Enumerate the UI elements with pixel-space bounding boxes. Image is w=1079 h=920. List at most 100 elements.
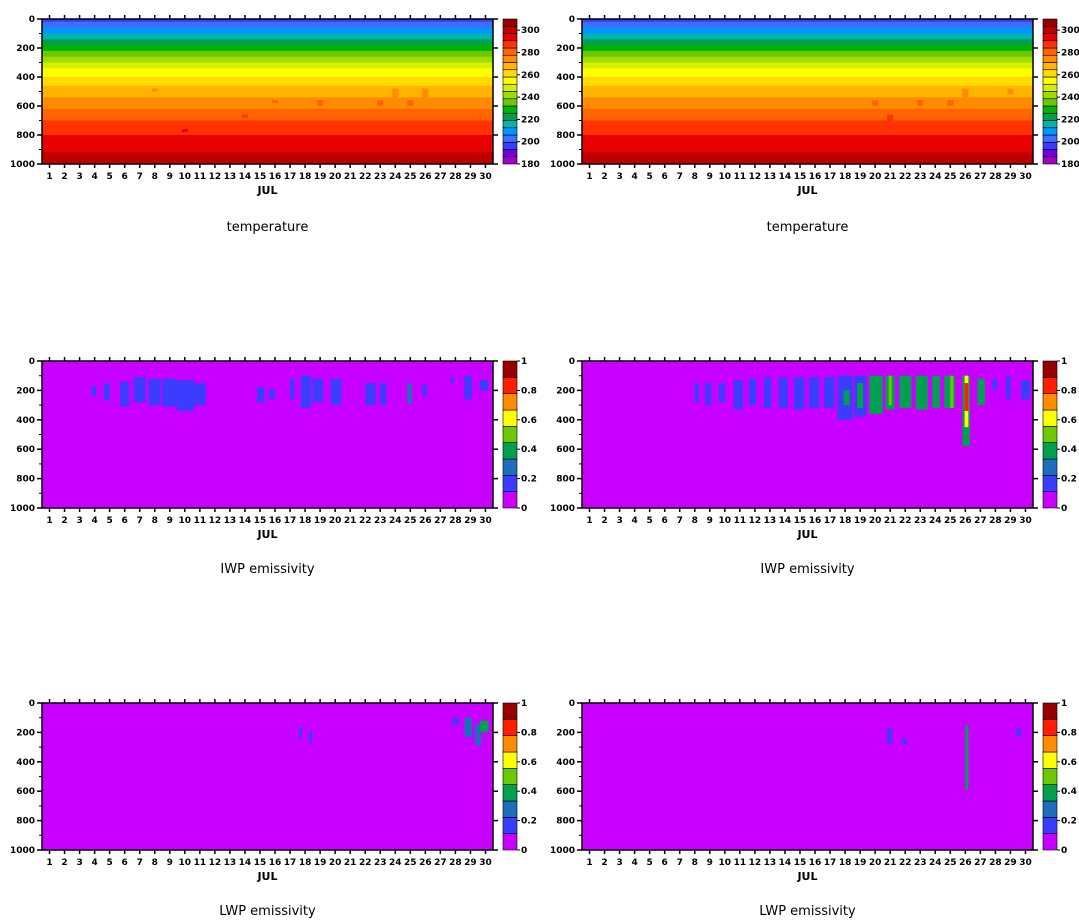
x-tick-label: 2 <box>601 858 607 868</box>
cloud-patch <box>793 377 805 410</box>
colorbar-label: 240 <box>521 93 540 103</box>
temperature-anomaly <box>917 100 924 106</box>
cloud-patch <box>843 390 850 406</box>
x-tick-label: 13 <box>764 172 777 182</box>
temperature-band <box>582 155 1033 159</box>
x-tick-label: 15 <box>794 858 807 868</box>
x-tick-label: 25 <box>944 516 957 526</box>
temperature-band <box>582 39 1033 43</box>
temperature-band <box>42 137 493 142</box>
x-tick-label: 14 <box>779 172 792 182</box>
cloud-patch <box>120 381 130 407</box>
x-tick-label: 20 <box>329 172 342 182</box>
temperature-band <box>42 82 493 87</box>
cloud-patch <box>915 375 928 410</box>
x-tick-label: 16 <box>269 858 282 868</box>
temperature-band <box>582 103 1033 107</box>
x-tick-label: 30 <box>479 172 492 182</box>
colorbar-segment <box>502 393 518 411</box>
cloud-patch <box>965 725 969 790</box>
colorbar-segment <box>1042 127 1058 136</box>
temperature-band <box>42 45 493 49</box>
x-tick-label: 10 <box>179 172 192 182</box>
x-tick-label: 19 <box>854 858 867 868</box>
x-tick-label: 27 <box>974 172 987 182</box>
colorbar-segment <box>502 76 518 85</box>
chart-panel-6: 1 2 3 4 5 6 7 8 9 10 11 12 13 14 15 16 17 18 19 20 21 22 23 24 2… <box>550 699 1077 919</box>
x-tick-label: 16 <box>809 516 822 526</box>
y-tick-label: 800 <box>16 475 35 485</box>
colorbar-segment <box>1042 105 1058 114</box>
x-tick-label: 10 <box>179 516 192 526</box>
x-tick-label: 18 <box>299 858 312 868</box>
colorbar-segment <box>502 25 518 34</box>
temperature-band <box>42 91 493 95</box>
cloud-patch <box>450 377 454 384</box>
x-tick-label: 17 <box>824 172 837 182</box>
colorbar: 180 200 220 240 260 280 300 <box>1042 18 1079 170</box>
x-tick-label: 9 <box>167 516 173 526</box>
x-tick-label: 29 <box>464 516 477 526</box>
temperature-anomaly <box>241 114 248 118</box>
x-tick-label: 5 <box>107 858 113 868</box>
y-tick-label: 1000 <box>550 160 575 170</box>
x-tick-label: 4 <box>91 172 97 182</box>
temperature-band <box>42 50 493 55</box>
temperature-band <box>582 50 1033 55</box>
x-tick-label: 28 <box>989 516 1002 526</box>
y-tick-label: 1000 <box>10 504 35 514</box>
x-tick-label: 15 <box>794 172 807 182</box>
chart-panel-1: 1 2 3 4 5 6 7 8 9 10 11 12 13 14 15 16 17 18 19 20 21 22 23 24 2… <box>10 15 540 235</box>
x-tick-label: 8 <box>692 858 698 868</box>
x-tick-label: 12 <box>749 172 762 182</box>
x-tick-label: 25 <box>404 172 417 182</box>
y-tick-label: 800 <box>16 131 35 141</box>
temperature-band <box>582 140 1033 145</box>
temperature-band <box>42 108 493 113</box>
colorbar-segment <box>502 360 518 378</box>
temperature-band <box>42 111 493 116</box>
colorbar-segment <box>1042 458 1058 476</box>
x-tick-label: 9 <box>707 858 713 868</box>
colorbar-segment <box>502 751 518 769</box>
y-tick-label: 1000 <box>550 846 575 856</box>
x-tick-label: 12 <box>209 858 222 868</box>
colorbar-label: 1 <box>521 699 527 709</box>
colorbar-segment <box>502 141 518 150</box>
colorbar-segment <box>1042 409 1058 427</box>
x-tick-label: 6 <box>122 858 128 868</box>
temperature-band <box>42 65 493 69</box>
temperature-band <box>42 106 493 110</box>
x-tick-label: 16 <box>269 516 282 526</box>
temperature-band <box>582 45 1033 49</box>
temperature-band <box>582 53 1033 58</box>
temperature-anomaly <box>1007 88 1014 95</box>
cloud-patch <box>748 378 757 406</box>
colorbar-segment <box>502 105 518 114</box>
x-tick-label: 5 <box>107 516 113 526</box>
y-tick-label: 0 <box>569 699 575 709</box>
temperature-band <box>582 91 1033 95</box>
colorbar-label: 0.2 <box>521 475 537 485</box>
x-axis-label: JUL <box>796 528 817 541</box>
x-tick-label: 18 <box>299 516 312 526</box>
temperature-band <box>42 100 493 104</box>
colorbar-label: 0.4 <box>1061 445 1077 455</box>
temperature-band <box>582 94 1033 98</box>
chart-panel-3: 1 2 3 4 5 6 7 8 9 10 11 12 13 14 15 16 17 18 19 20 21 22 23 24 2… <box>10 357 537 577</box>
x-tick-label: 6 <box>662 172 668 182</box>
cloud-patch <box>778 377 788 409</box>
heatmap-field <box>42 361 493 508</box>
colorbar-segment <box>1042 54 1058 63</box>
colorbar-segment <box>502 40 518 49</box>
x-tick-label: 30 <box>479 858 492 868</box>
temperature-band <box>42 161 493 165</box>
x-tick-label: 13 <box>224 516 237 526</box>
x-tick-label: 23 <box>374 516 387 526</box>
x-tick-label: 7 <box>677 858 683 868</box>
colorbar-segment <box>1042 62 1058 71</box>
temperature-band <box>42 103 493 107</box>
x-tick-label: 10 <box>719 172 732 182</box>
temperature-band <box>42 146 493 150</box>
colorbar-segment <box>1042 91 1058 100</box>
